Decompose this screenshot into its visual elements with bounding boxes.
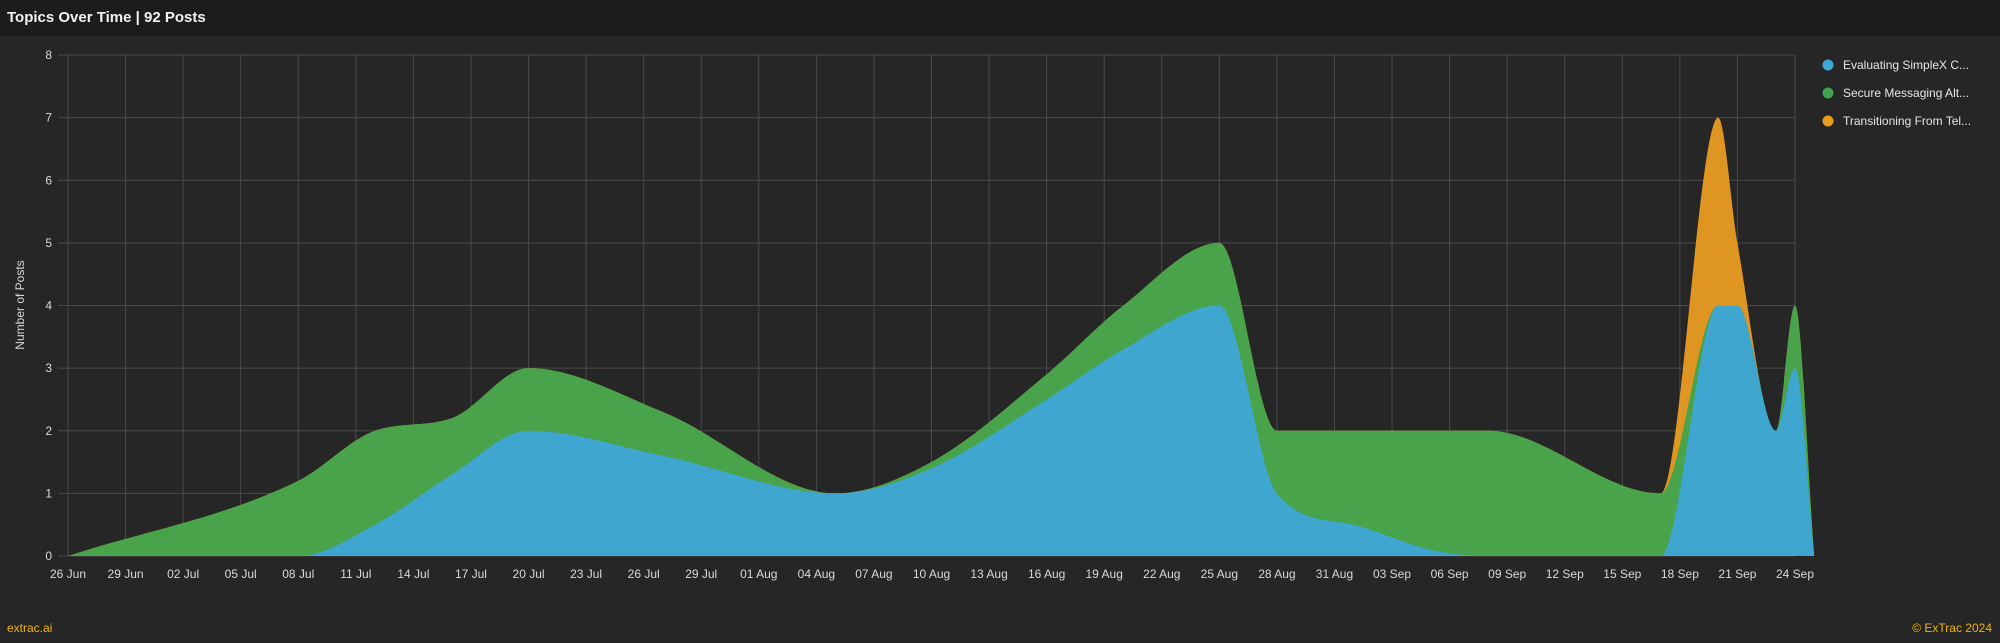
legend-item[interactable]: Transitioning From Tel... — [1822, 114, 1972, 128]
x-tick-label: 26 Jun — [50, 567, 86, 581]
x-tick-label: 17 Jul — [455, 567, 487, 581]
x-tick-label: 29 Jun — [108, 567, 144, 581]
legend-label: Secure Messaging Alt... — [1843, 86, 1969, 100]
x-tick-label: 20 Jul — [513, 567, 545, 581]
x-tick-label: 09 Sep — [1488, 567, 1526, 581]
x-tick-label: 29 Jul — [685, 567, 717, 581]
x-axis: 26 Jun 29 Jun 02 Jul 05 Jul 08 Jul 11 Jul 14 J… — [50, 567, 1814, 581]
x-tick-label: 06 Sep — [1431, 567, 1469, 581]
areas — [68, 117, 1815, 557]
x-tick-label: 26 Jul — [628, 567, 660, 581]
x-tick-label: 24 Sep — [1776, 567, 1814, 581]
x-tick-label: 14 Jul — [397, 567, 429, 581]
x-tick-label: 15 Sep — [1603, 567, 1641, 581]
y-tick-label: 1 — [45, 486, 52, 500]
x-tick-label: 31 Aug — [1316, 567, 1353, 581]
y-tick-label: 4 — [45, 299, 52, 313]
x-tick-label: 07 Aug — [855, 567, 892, 581]
y-tick-label: 2 — [45, 424, 52, 438]
x-tick-label: 08 Jul — [282, 567, 314, 581]
y-tick-label: 6 — [45, 173, 52, 187]
legend-item[interactable]: Secure Messaging Alt... — [1822, 86, 1970, 100]
x-tick-label: 13 Aug — [970, 567, 1007, 581]
y-tick-label: 0 — [45, 549, 52, 563]
x-tick-label: 04 Aug — [798, 567, 835, 581]
x-tick-label: 19 Aug — [1086, 567, 1123, 581]
x-tick-label: 11 Jul — [340, 567, 371, 581]
x-tick-label: 21 Sep — [1718, 567, 1756, 581]
y-tick-label: 3 — [45, 361, 52, 375]
x-tick-label: 25 Aug — [1201, 567, 1238, 581]
legend-label: Evaluating SimpleX C... — [1843, 58, 1969, 72]
series-area-1[interactable] — [68, 305, 1815, 557]
x-tick-label: 10 Aug — [913, 567, 950, 581]
y-tick-label: 7 — [45, 111, 52, 125]
x-tick-label: 18 Sep — [1661, 567, 1699, 581]
y-tick-label: 8 — [45, 48, 52, 62]
page-title: Topics Over Time | 92 Posts — [7, 9, 206, 26]
legend-item[interactable]: Evaluating SimpleX C... — [1822, 58, 1970, 72]
footer-brand[interactable]: extrac.ai — [7, 621, 53, 635]
y-tick-label: 5 — [45, 236, 52, 250]
legend-swatch — [1822, 115, 1834, 127]
x-tick-label: 22 Aug — [1143, 567, 1180, 581]
x-tick-label: 05 Jul — [225, 567, 257, 581]
y-axis: 0 1 2 3 4 5 6 7 8 — [45, 48, 52, 563]
legend-swatch — [1822, 87, 1834, 99]
x-tick-label: 23 Jul — [570, 567, 602, 581]
legend[interactable]: Evaluating SimpleX C... Secure Messaging … — [1822, 58, 1972, 128]
x-tick-label: 28 Aug — [1258, 567, 1295, 581]
legend-swatch — [1822, 59, 1834, 71]
footer-copyright: © ExTrac 2024 — [1912, 621, 1992, 635]
x-tick-label: 01 Aug — [740, 567, 777, 581]
x-tick-label: 02 Jul — [167, 567, 199, 581]
x-tick-label: 16 Aug — [1028, 567, 1065, 581]
y-axis-label: Number of Posts — [13, 260, 27, 349]
x-tick-label: 03 Sep — [1373, 567, 1411, 581]
x-tick-label: 12 Sep — [1546, 567, 1584, 581]
legend-label: Transitioning From Tel... — [1843, 114, 1971, 128]
chart: 0 1 2 3 4 5 6 7 8 26 Jun 29 Jun 02 Jul 05 Jul 08 Jul… — [13, 48, 1972, 581]
header-bar: Topics Over Time | 92 Posts — [0, 0, 2000, 36]
